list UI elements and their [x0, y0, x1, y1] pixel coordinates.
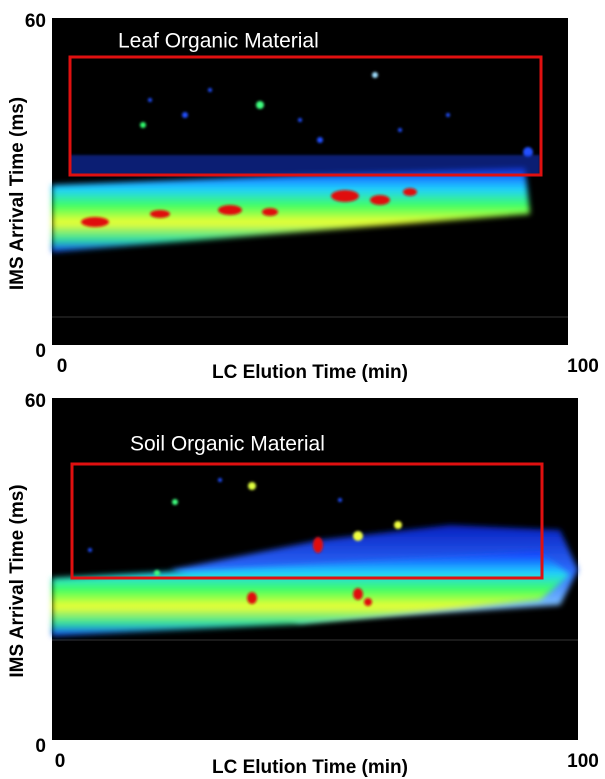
x-tick-label: 0 — [55, 751, 66, 772]
x-axis-label: LC Elution Time (min) — [212, 362, 408, 383]
x-tick-label: 0 — [57, 356, 68, 377]
y-tick-label: 0 — [35, 736, 46, 757]
y-tick-label: 60 — [25, 391, 46, 412]
x-tick-label: 100 — [567, 356, 599, 377]
panel-title: Soil Organic Material — [130, 433, 325, 456]
y-tick-label: 0 — [35, 341, 46, 362]
panel-title: Leaf Organic Material — [118, 30, 319, 53]
heatmap-image — [52, 18, 568, 345]
y-axis-label: IMS Arrival Time (ms) — [7, 97, 28, 290]
x-axis-label: LC Elution Time (min) — [212, 757, 408, 778]
y-axis-label: IMS Arrival Time (ms) — [7, 484, 28, 677]
highlight-box — [70, 462, 544, 580]
x-tick-label: 100 — [567, 751, 599, 772]
highlight-box — [68, 55, 543, 177]
heatmap-image — [52, 398, 578, 740]
y-tick-label: 60 — [25, 11, 46, 32]
